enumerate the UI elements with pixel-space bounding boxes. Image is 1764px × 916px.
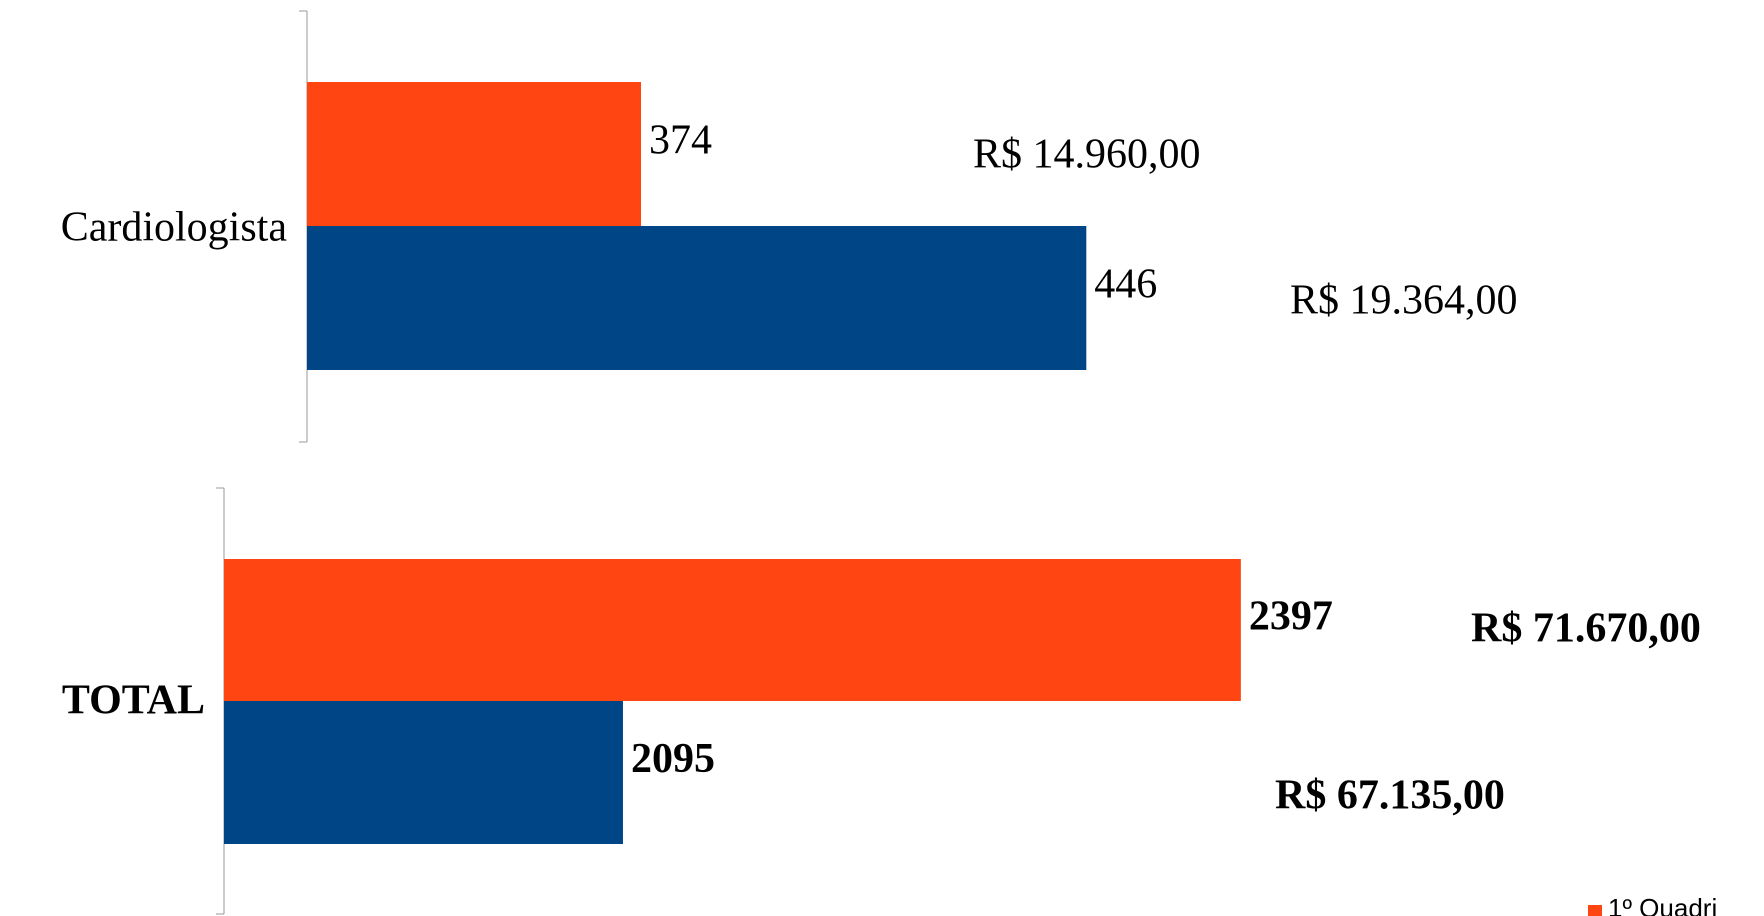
value-label: 374	[649, 118, 712, 164]
value-label: 2095	[631, 736, 715, 782]
revenue-label: R$ 19.364,00	[1290, 278, 1518, 324]
bar	[307, 226, 1087, 370]
bar	[224, 559, 1241, 701]
revenue-label: R$ 71.670,00	[1471, 606, 1701, 652]
legend-label: 1º Quadri	[1608, 893, 1717, 916]
revenue-label: R$ 67.135,00	[1275, 773, 1505, 819]
category-label: TOTAL	[62, 678, 205, 724]
value-label: 2397	[1249, 594, 1333, 640]
category-label: Cardiologista	[61, 205, 288, 251]
revenue-label: R$ 14.960,00	[973, 132, 1201, 178]
legend-swatch	[1588, 905, 1602, 916]
bar	[307, 82, 641, 226]
bar	[224, 701, 623, 844]
value-label: 446	[1094, 262, 1157, 308]
